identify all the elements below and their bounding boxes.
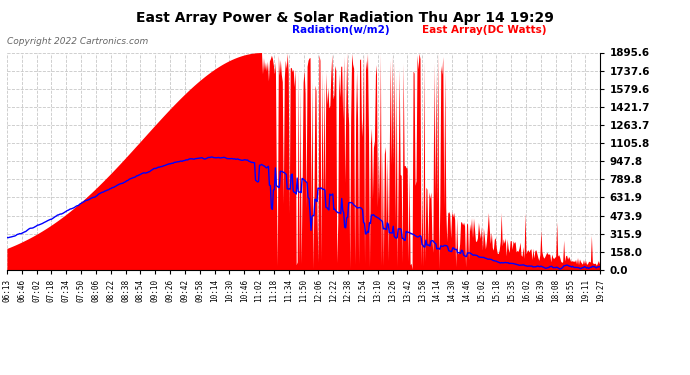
- Text: Copyright 2022 Cartronics.com: Copyright 2022 Cartronics.com: [7, 38, 148, 46]
- Text: East Array(DC Watts): East Array(DC Watts): [422, 25, 546, 35]
- Text: Radiation(w/m2): Radiation(w/m2): [292, 25, 389, 35]
- Text: East Array Power & Solar Radiation Thu Apr 14 19:29: East Array Power & Solar Radiation Thu A…: [136, 11, 554, 25]
